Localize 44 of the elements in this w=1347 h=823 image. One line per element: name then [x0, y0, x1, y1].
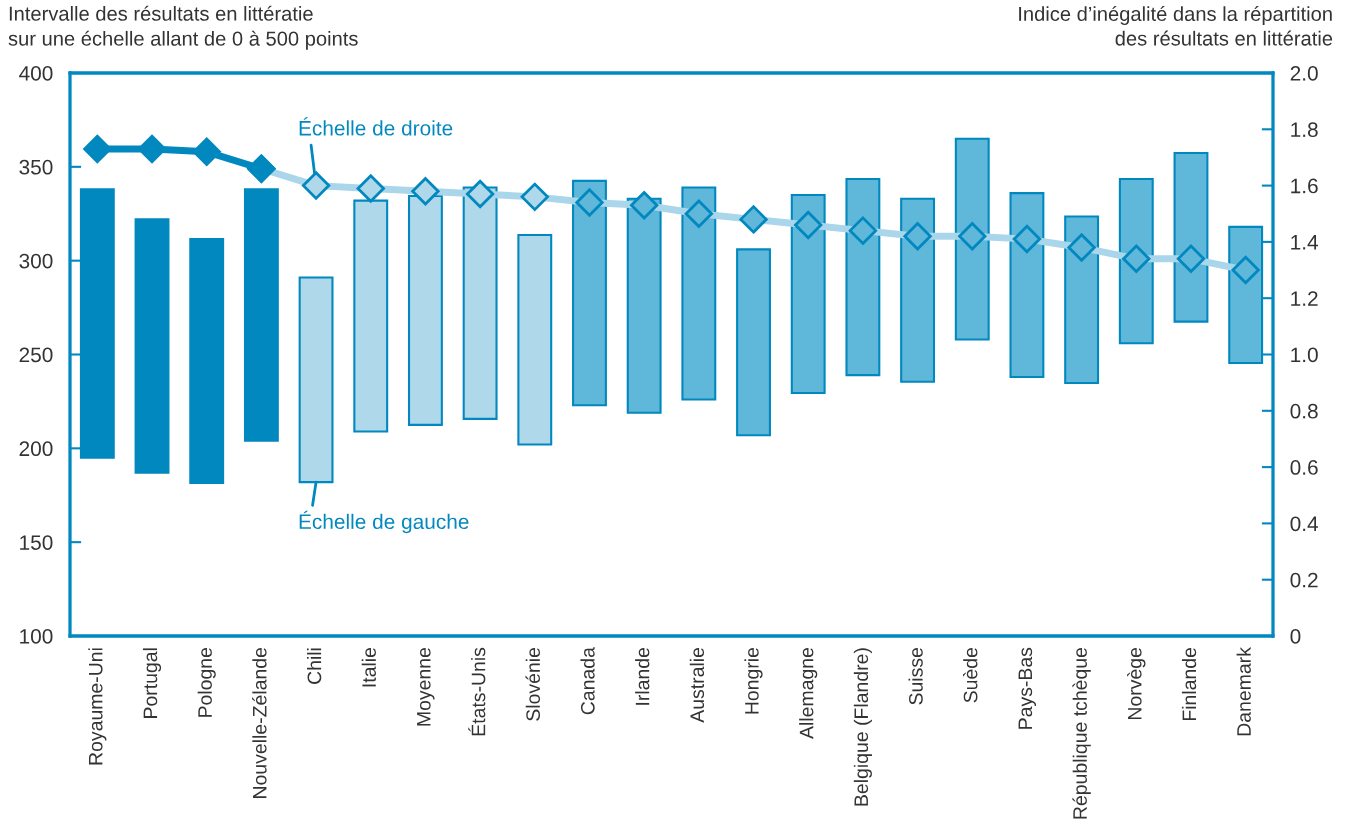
y-tick-label: 350	[19, 159, 53, 175]
y2-tick-label: 1.0	[1291, 347, 1318, 363]
x-tick-label: Irlande	[635, 647, 650, 705]
x-tick-label: Danemark	[1236, 647, 1251, 736]
x-tick-label: Pologne	[197, 647, 216, 717]
y2-tick-label: 0.6	[1290, 460, 1318, 475]
y2-tick-label: 1.6	[1291, 178, 1318, 194]
annotation: Échelle de gauche	[299, 510, 469, 534]
x-tick-label: Hongrie	[744, 647, 763, 714]
y2-tick-label: 2.0	[1290, 66, 1318, 81]
x-tick-label: Allemagne	[799, 647, 818, 739]
x-tick-label: Finlande	[1181, 647, 1197, 721]
x-tick-label: Suisse	[908, 647, 923, 705]
y2-tick-label: 0	[1290, 629, 1301, 644]
annotation: Échelle de droite	[299, 117, 453, 136]
x-tick-label: Moyenne	[417, 647, 435, 726]
x-tick-label: Belgique (Flandre)	[853, 648, 872, 806]
y2-tick-label: 0.4	[1290, 516, 1319, 532]
x-tick-label: Suède	[962, 647, 978, 703]
y-tick-label: 250	[19, 347, 53, 363]
y2-tick-label: 0.2	[1290, 572, 1318, 588]
x-tick-label: Chili	[307, 648, 322, 684]
y-tick-label: 400	[19, 66, 53, 81]
x-tick-label: Nouvelle-Zélande	[252, 647, 267, 798]
x-tick-label: Canada	[580, 647, 595, 715]
x-tick-label: Pays-Bas	[1018, 647, 1036, 729]
y2-tick-label: 1.4	[1291, 235, 1319, 250]
y2-tick-label: 0.8	[1290, 403, 1318, 419]
y2-tick-label: 1.8	[1291, 122, 1318, 138]
x-tick-label: Italie	[361, 647, 376, 687]
x-tick-label: Norvège	[1127, 647, 1146, 720]
x-tick-label: Slovénie	[525, 647, 541, 721]
y-axis-title: Intervalle des résultats en littératie sur une échelle allant de 0 à 500 points	[8, 5, 358, 50]
x-tick-label: Australie	[689, 647, 705, 723]
y-tick-label: 150	[20, 535, 53, 550]
y2-axis-title: Indice d’inégalité dans la répartition des résultats en littératie	[1019, 6, 1333, 46]
y2-tick-label: 1.2	[1291, 291, 1318, 306]
y-tick-label: 200	[19, 441, 53, 457]
y-tick-label: 300	[19, 253, 53, 269]
x-tick-label: Royaume-Uni	[88, 648, 107, 765]
x-tick-label: République tchèque	[1072, 647, 1091, 819]
x-tick-label: États-Unis	[468, 647, 486, 736]
y-tick-label: 100	[20, 629, 53, 644]
x-tick-label: Portugal	[142, 648, 162, 718]
